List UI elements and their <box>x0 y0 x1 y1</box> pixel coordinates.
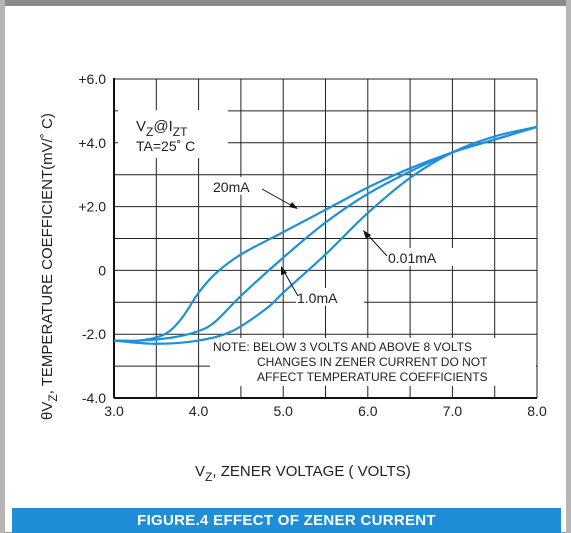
y-tick-label: -4.0 <box>82 390 106 406</box>
y-tick-label: +6.0 <box>78 71 106 87</box>
label-1mA-group: 1.0mA <box>281 266 364 306</box>
spec-box-line1: VZ@IZT <box>136 118 188 139</box>
x-tick-label: 7.0 <box>443 403 463 419</box>
curve-label-001mA: 0.01mA <box>388 250 437 266</box>
arrowhead-001mA <box>363 230 371 239</box>
x-axis-title: VZ, ZENER VOLTAGE ( VOLTS) <box>195 463 411 484</box>
y-tick-label: +4.0 <box>78 135 106 151</box>
x-tick-label: 8.0 <box>527 403 547 419</box>
arrowhead-1mA <box>281 266 287 275</box>
y-tick-label: -2.0 <box>82 326 106 342</box>
axes <box>113 78 537 399</box>
note-line-3: AFFECT TEMPERATURE COEFFICIENTS <box>257 370 488 384</box>
note-line-1: NOTE: BELOW 3 VOLTS AND ABOVE 8 VOLTS <box>213 340 472 354</box>
spec-box-line2: TA=25˚ C <box>136 138 195 154</box>
label-001mA-group: 0.01mA <box>363 230 467 266</box>
spec-box <box>118 110 228 158</box>
x-tick-label: 4.0 <box>189 403 209 419</box>
series-line-001mA <box>113 125 538 345</box>
curve-label-1mA: 1.0mA <box>297 290 338 306</box>
y-tick-label: 0 <box>98 262 106 278</box>
left-border <box>0 0 5 533</box>
y-tick-label: +2.0 <box>78 199 106 215</box>
note-box <box>210 338 536 386</box>
y-axis-title: θVZ, TEMPERATURE COEFFICIENT(mV/˚ C) <box>39 113 60 420</box>
x-tick-label: 3.0 <box>104 403 124 419</box>
curve-label-20mA: 20mA <box>213 179 250 195</box>
x-tick-label: 5.0 <box>273 403 293 419</box>
label-20mA-group: 20mA <box>211 177 298 209</box>
note-line-2: CHANGES IN ZENER CURRENT DO NOT <box>257 355 488 369</box>
right-border <box>566 0 571 533</box>
tick-labels: 3.0 4.0 5.0 6.0 7.0 8.0 -4.0 -2.0 0 +2.0 +4.0 +6.0 <box>78 71 547 419</box>
x-tick-label: 6.0 <box>358 403 378 419</box>
series <box>113 125 538 345</box>
top-border <box>0 0 571 6</box>
arrowhead-20mA <box>289 202 298 209</box>
figure-caption: FIGURE.4 EFFECT OF ZENER CURRENT <box>12 508 561 533</box>
